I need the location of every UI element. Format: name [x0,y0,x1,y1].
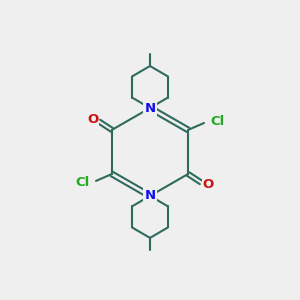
Text: Cl: Cl [210,115,224,128]
Text: N: N [144,189,156,203]
Text: Cl: Cl [76,176,90,189]
Text: O: O [87,112,99,126]
Text: O: O [203,178,214,191]
Text: N: N [144,101,156,115]
